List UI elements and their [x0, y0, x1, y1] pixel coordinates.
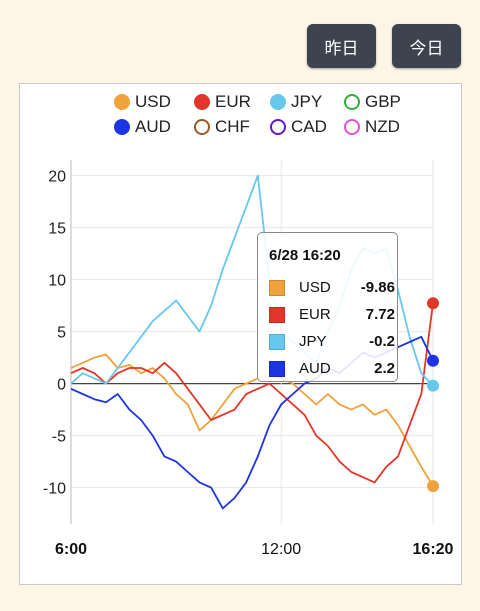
legend-item-gbp[interactable]: GBP: [344, 92, 401, 112]
y-tick-label: 5: [57, 325, 66, 342]
data-point-aud: [427, 354, 439, 367]
tooltip-series-value: -9.86: [360, 279, 395, 296]
data-point-jpy: [427, 379, 439, 392]
legend-marker: [194, 119, 210, 135]
legend-item-chf[interactable]: CHF: [194, 117, 250, 137]
y-tick-label: 20: [48, 169, 66, 186]
tooltip-series-name: EUR: [299, 306, 331, 323]
legend-item-usd[interactable]: USD: [114, 92, 171, 112]
legend-label: NZD: [365, 117, 400, 136]
y-tick-label: -10: [43, 481, 66, 498]
legend-marker: [270, 94, 286, 110]
chart-legend: USD EUR JPY GBP AUD CHF CAD NZD: [20, 92, 461, 142]
x-tick-label: 6:00: [55, 541, 87, 558]
legend-marker: [114, 119, 130, 135]
tooltip-swatch: [269, 360, 285, 377]
y-tick-label: 0: [57, 377, 66, 394]
chart-panel: USD EUR JPY GBP AUD CHF CAD NZD 20 15 10 5 0 -5 -10 6:…: [19, 83, 462, 585]
legend-item-jpy[interactable]: JPY: [270, 92, 322, 112]
legend-label: CHF: [215, 117, 250, 136]
series-line-eur: [70, 303, 434, 484]
x-tick-label: 12:00: [261, 541, 301, 558]
tooltip-series-value: 2.2: [374, 360, 395, 377]
tooltip-series-name: JPY: [299, 333, 327, 350]
legend-marker: [344, 94, 360, 110]
tooltip-series-value: 7.72: [365, 306, 395, 323]
tooltip-swatch: [269, 306, 285, 323]
tooltip-swatch: [269, 333, 285, 350]
tooltip-series-name: AUD: [299, 360, 331, 377]
legend-marker: [344, 119, 360, 135]
legend-marker: [114, 94, 130, 110]
legend-item-aud[interactable]: AUD: [114, 117, 171, 137]
chart-tooltip: 6/28 16:20 USD -9.86 EUR 7.72 JPY -0.2 AUD 2.2: [257, 232, 398, 382]
legend-label: AUD: [135, 117, 171, 136]
y-tick-label: 15: [48, 221, 66, 238]
legend-marker: [194, 94, 210, 110]
today-button[interactable]: 今日: [392, 24, 461, 68]
legend-marker: [270, 119, 286, 135]
y-tick-label: 10: [48, 273, 66, 290]
y-tick-label: -5: [52, 429, 66, 446]
tooltip-row-aud: AUD 2.2: [269, 355, 397, 382]
legend-label: CAD: [291, 117, 327, 136]
x-tick-label: 16:20: [413, 541, 454, 558]
tooltip-series-name: USD: [299, 279, 331, 296]
yesterday-button[interactable]: 昨日: [307, 24, 376, 68]
series-line-usd: [70, 353, 434, 487]
legend-label: USD: [135, 92, 171, 111]
legend-label: EUR: [215, 92, 251, 111]
legend-item-cad[interactable]: CAD: [270, 117, 327, 137]
legend-item-eur[interactable]: EUR: [194, 92, 251, 112]
tooltip-row-eur: EUR 7.72: [269, 301, 397, 328]
data-point-usd: [427, 480, 439, 493]
legend-label: JPY: [291, 92, 323, 111]
legend-label: GBP: [365, 92, 401, 111]
tooltip-title: 6/28 16:20: [269, 247, 341, 264]
tooltip-row-usd: USD -9.86: [269, 274, 397, 301]
legend-item-nzd[interactable]: NZD: [344, 117, 400, 137]
tooltip-series-value: -0.2: [369, 333, 395, 350]
tooltip-swatch: [269, 279, 285, 296]
data-point-eur: [427, 297, 439, 310]
tooltip-row-jpy: JPY -0.2: [269, 328, 397, 355]
